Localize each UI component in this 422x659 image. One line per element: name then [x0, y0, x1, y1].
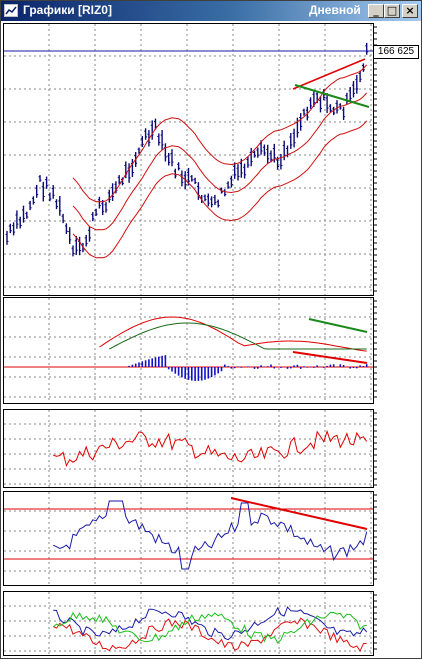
osc3-red: [52, 617, 367, 653]
window-title: Графики [RIZ0]: [23, 3, 112, 17]
price-panel-frame: [3, 23, 374, 296]
macd-trend-red: [292, 351, 368, 364]
title-bar[interactable]: Графики [RIZ0] Дневной _ □ ×: [1, 1, 421, 21]
macd-panel: [3, 297, 377, 404]
oscillator-2-panel-frame: [3, 491, 374, 586]
price-bars: [4, 42, 373, 259]
macd-line: [99, 316, 367, 352]
oscillator-1-panel-frame: [3, 409, 374, 488]
osc3-green: [52, 611, 367, 644]
oscillator-2-series: [4, 497, 373, 570]
oscillator-2-line: [52, 500, 368, 570]
middle-band: [72, 92, 368, 231]
last-price-label: 166 625: [373, 45, 419, 59]
macd-series: [4, 316, 373, 381]
oscillator-2-trend-red: [230, 497, 368, 530]
osc3-blue: [53, 606, 368, 641]
oscillator-1-panel: [3, 409, 377, 488]
trend-line-red: [292, 58, 366, 90]
period-label: Дневной: [309, 3, 361, 17]
close-button[interactable]: ×: [402, 4, 418, 18]
upper-band: [72, 64, 368, 203]
macd-trend-green: [308, 318, 368, 333]
trend-line-green: [294, 84, 370, 108]
oscillator-1-series: [53, 429, 368, 468]
price-panel: [3, 23, 377, 296]
charts-area[interactable]: [3, 23, 421, 658]
oscillator-2-panel: [3, 491, 377, 586]
chart-app-icon: [4, 4, 18, 17]
oscillator-1-line: [53, 429, 368, 468]
oscillator-3-series: [52, 606, 368, 653]
maximize-button[interactable]: □: [384, 4, 400, 18]
macd-panel-frame: [3, 297, 374, 404]
lower-band: [72, 120, 368, 259]
signal-line: [109, 322, 367, 350]
minimize-button[interactable]: _: [368, 4, 384, 18]
